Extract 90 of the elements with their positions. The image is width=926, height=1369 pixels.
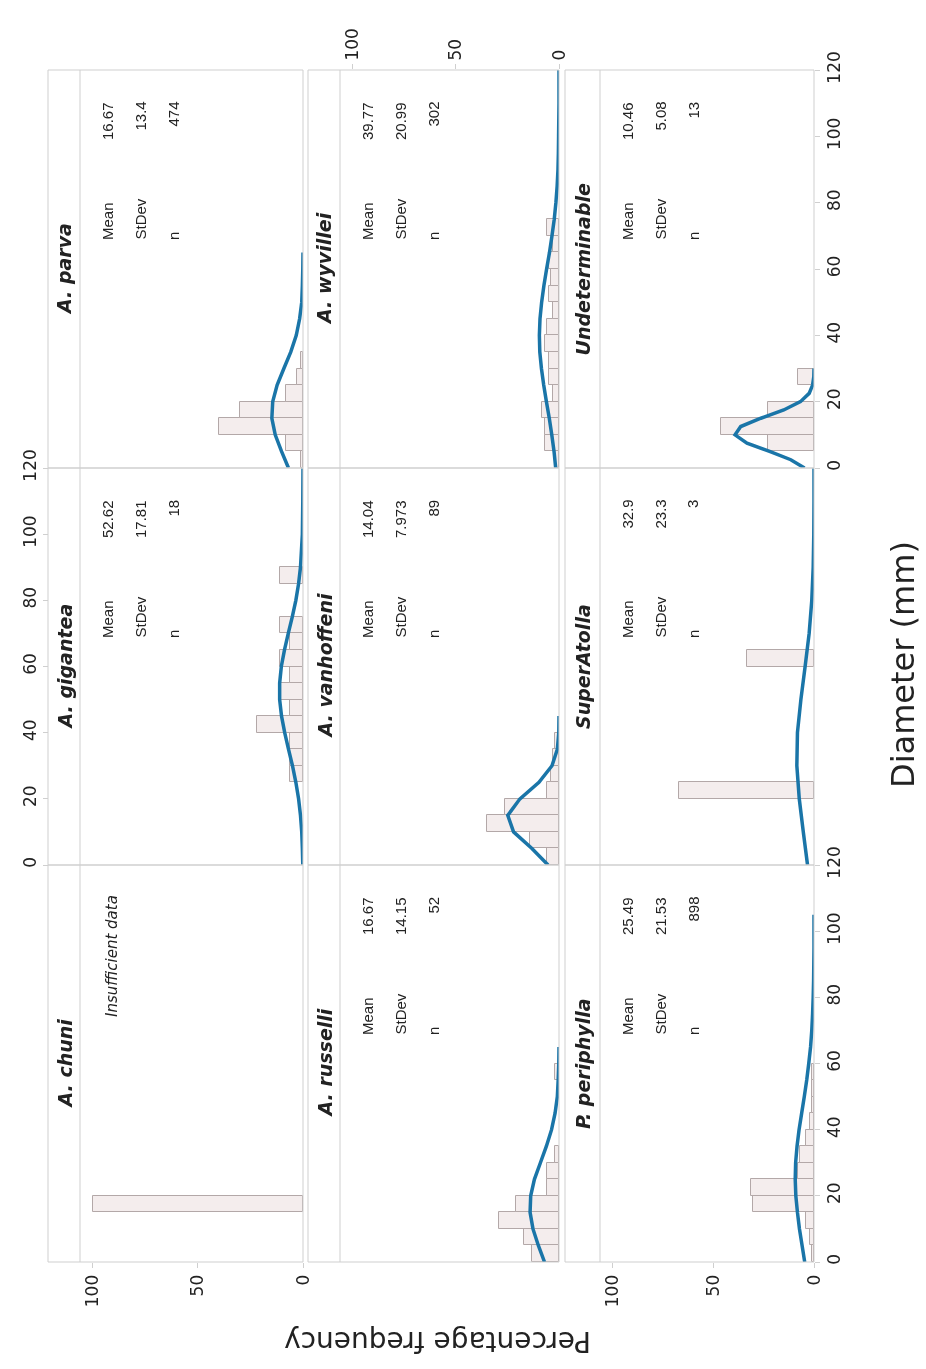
text: A. vanhoffeni <box>313 593 336 739</box>
text: SuperAtolla <box>572 604 594 729</box>
y-tick-label: 20 <box>20 785 41 808</box>
annotation: 16.67 <box>99 102 116 140</box>
y-tick-label: 40 <box>824 321 845 344</box>
y-tick-label: 20 <box>824 388 845 410</box>
annotation: 13 <box>684 101 702 119</box>
y-tick-label: 120 <box>20 449 41 482</box>
annotation: StDev <box>391 596 409 638</box>
y-tick-label: 20 <box>824 1182 845 1205</box>
annotation: n <box>165 231 182 240</box>
y-tick-label: 120 <box>824 846 845 879</box>
x-tick-label: 50 <box>187 1274 208 1297</box>
annotation: Mean <box>359 600 376 638</box>
annotation: 39.77 <box>359 102 376 140</box>
y-tick-label: 80 <box>824 189 845 211</box>
annotation: 23.3 <box>651 499 669 529</box>
annotation: StDev <box>391 198 409 240</box>
x-tick-label: 100 <box>601 1274 622 1308</box>
x-tick-label: 0 <box>803 1274 824 1286</box>
annotation: 20.99 <box>392 102 409 140</box>
text: Undeterminable <box>571 182 594 356</box>
annotation: Mean <box>99 600 116 638</box>
x-tick-label: 50 <box>702 1274 723 1297</box>
y-tick-label: 0 <box>20 857 41 868</box>
x-tick-label: 100 <box>341 28 362 61</box>
annotation: n <box>425 231 442 240</box>
annotation: 52 <box>424 896 442 914</box>
text: A. parva <box>53 223 75 315</box>
annotation: StDev <box>131 198 149 240</box>
annotation: 18 <box>164 499 182 517</box>
y-tick-label: 80 <box>824 983 845 1006</box>
y-tick-label: 120 <box>824 51 845 84</box>
annotation: StDev <box>131 596 149 638</box>
annotation: StDev <box>651 198 669 240</box>
annotation: 5.08 <box>651 101 669 131</box>
annotation: Mean <box>359 202 376 240</box>
annotation: 21.53 <box>652 897 669 935</box>
annotation: Mean <box>359 997 376 1035</box>
annotation: 14.04 <box>359 500 376 538</box>
annotation: 10.46 <box>619 102 636 140</box>
annotation: 25.49 <box>619 897 636 935</box>
annotation: Mean <box>619 202 636 240</box>
annotation: 32.9 <box>618 499 636 529</box>
annotation: Insufficient data <box>103 895 121 1017</box>
y-tick-label: 40 <box>824 1116 845 1138</box>
annotation: n <box>685 231 702 240</box>
annotation: 89 <box>424 499 442 517</box>
annotation: 7.973 <box>392 500 409 538</box>
annotation: n <box>165 629 182 638</box>
x-tick-label: 100 <box>82 1274 103 1308</box>
x-tick-label: 50 <box>445 38 466 61</box>
y-tick-label: 80 <box>20 586 41 609</box>
text: A. chuni <box>53 1018 76 1109</box>
annotation: 302 <box>424 101 442 127</box>
annotation: Mean <box>99 202 116 240</box>
y-tick-label: 100 <box>824 117 845 151</box>
annotation: n <box>685 629 702 638</box>
text: A. russelli <box>313 1008 336 1118</box>
annotation: 474 <box>164 101 182 127</box>
text: A. gigantea <box>53 603 76 730</box>
annotation: 14.15 <box>392 897 409 935</box>
annotation: 898 <box>684 896 702 922</box>
text: A. wyvillei <box>313 212 335 325</box>
x-axis-title: Percentage frequency <box>284 1325 591 1358</box>
annotation: n <box>425 1026 442 1035</box>
annotation: StDev <box>391 993 409 1035</box>
annotation: Mean <box>619 997 636 1035</box>
y-axis-title: Diameter (mm) <box>884 541 922 788</box>
annotation: n <box>425 629 442 638</box>
annotation: 13.4 <box>131 101 149 131</box>
y-tick-label: 60 <box>824 255 845 278</box>
y-tick-label: 100 <box>824 912 845 945</box>
annotation: 17.81 <box>132 500 149 538</box>
text: P. periphylla <box>572 998 594 1129</box>
annotation: StDev <box>651 596 669 638</box>
y-tick-label: 100 <box>20 515 41 548</box>
annotation: 16.67 <box>359 897 376 935</box>
x-tick-label: 0 <box>292 1274 313 1286</box>
y-tick-label: 60 <box>20 653 41 675</box>
y-tick-label: 60 <box>824 1050 845 1072</box>
annotation: StDev <box>651 993 669 1035</box>
annotation: n <box>685 1026 702 1035</box>
annotation: Mean <box>619 600 636 638</box>
x-tick-label: 0 <box>548 49 569 61</box>
y-tick-label: 40 <box>20 719 41 741</box>
annotation: 3 <box>684 499 701 508</box>
y-tick-label: 0 <box>824 1254 845 1265</box>
y-tick-label: 0 <box>824 460 845 471</box>
annotation: 52.62 <box>99 500 116 538</box>
